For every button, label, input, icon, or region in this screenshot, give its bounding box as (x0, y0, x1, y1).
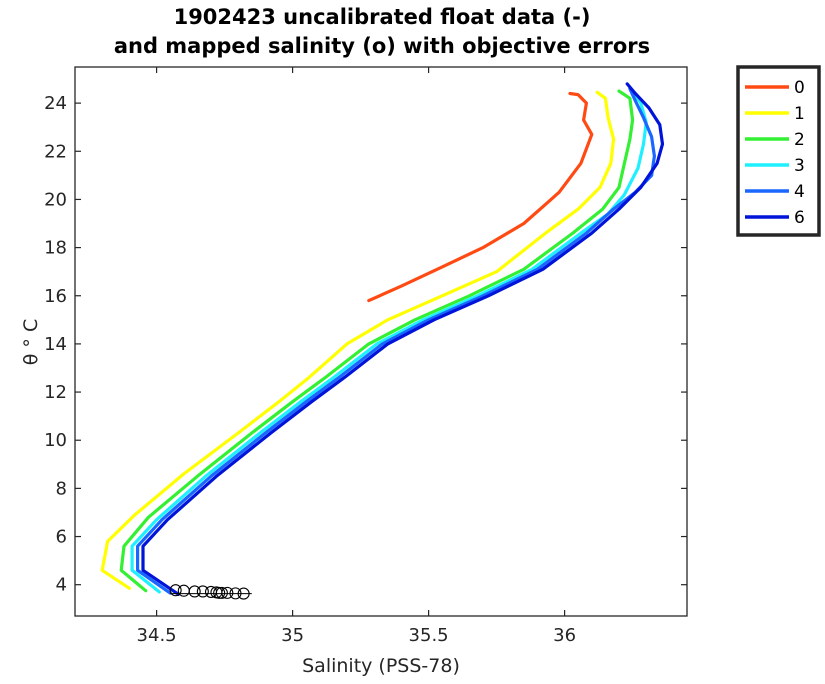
mapped-salinity-point (237, 587, 250, 600)
y-tick-label: 24 (44, 93, 67, 114)
mapped-salinity-layer (169, 584, 252, 600)
mapped-salinity-point (215, 586, 228, 599)
y-tick-label: 14 (44, 334, 67, 355)
plot-frame (74, 66, 688, 617)
legend-label-4: 4 (794, 182, 805, 202)
series-line-1 (100, 90, 616, 590)
legend-label-3: 3 (794, 156, 805, 176)
legend-label-0: 0 (794, 78, 805, 98)
chart-title-line-1: 1902423 uncalibrated float data (-) (174, 5, 591, 29)
x-tick-label: 34.5 (137, 625, 177, 646)
mapped-salinity-point (188, 585, 201, 598)
y-tick-label: 8 (56, 478, 67, 499)
y-tick-label: 6 (56, 527, 67, 548)
x-tick-label: 35.5 (409, 625, 449, 646)
series-line-6 (141, 82, 665, 596)
series-line-4 (136, 87, 656, 595)
legend-label-1: 1 (794, 104, 805, 124)
series-line-2 (119, 89, 635, 593)
axis-ticks: 34.5 35 35.5 36 4 6 8 10 12 14 16 18 20 22 24 (44, 67, 687, 646)
series-line-3 (130, 89, 648, 594)
series-line-0 (367, 91, 594, 303)
plot-area (100, 82, 665, 600)
y-tick-label: 16 (44, 286, 67, 307)
mapped-salinity-point (221, 586, 234, 599)
mapped-salinity-point (213, 586, 226, 599)
mapped-salinity-point (177, 584, 190, 597)
x-tick-label: 35 (281, 625, 304, 646)
x-tick-label: 36 (553, 625, 576, 646)
legend-label-6: 6 (794, 208, 805, 228)
chart-title-line-2: and mapped salinity (o) with objective e… (114, 34, 650, 58)
y-tick-label: 4 (56, 575, 67, 596)
y-tick-label: 22 (44, 141, 67, 162)
legend: 0 1 2 3 4 6 (736, 65, 821, 237)
legend-box (736, 65, 821, 237)
x-axis-label: Salinity (PSS-78) (302, 655, 460, 677)
series-layer (100, 82, 665, 596)
mapped-salinity-point (229, 587, 242, 600)
mapped-salinity-point (169, 584, 182, 597)
y-tick-label: 10 (44, 430, 67, 451)
mapped-salinity-point (196, 585, 209, 598)
y-axis-label: θ ° C (20, 319, 42, 365)
y-tick-label: 20 (44, 189, 67, 210)
y-tick-label: 12 (44, 382, 67, 403)
y-tick-label: 18 (44, 238, 67, 259)
legend-label-2: 2 (794, 130, 805, 150)
